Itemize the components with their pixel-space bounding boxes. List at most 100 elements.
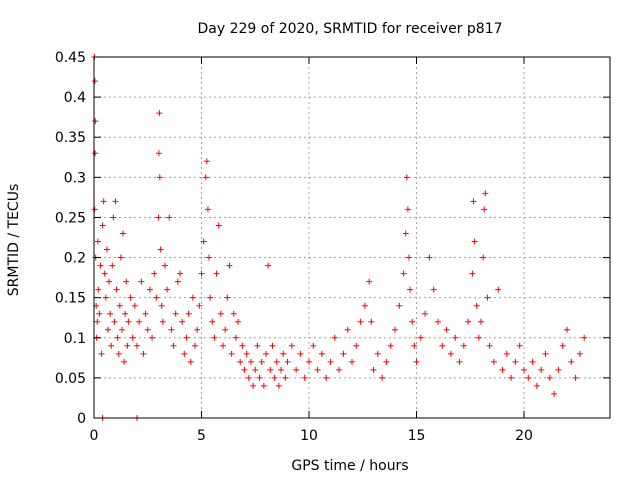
data-point: [108, 342, 115, 349]
data-point: [166, 214, 173, 221]
data-point: [104, 326, 111, 333]
data-point: [153, 294, 160, 301]
data-point: [95, 286, 102, 293]
data-point: [379, 374, 386, 381]
x-axis-label: GPS time / hours: [291, 458, 408, 474]
data-point: [200, 238, 207, 245]
data-point: [123, 278, 130, 285]
data-point: [344, 326, 351, 333]
data-point: [383, 358, 390, 365]
y-axis-label: SRMTID / TECUs: [6, 184, 22, 297]
data-point: [138, 278, 145, 285]
data-point: [443, 326, 450, 333]
data-point: [243, 350, 250, 357]
data-point: [254, 342, 261, 349]
data-point: [413, 358, 420, 365]
data-point: [559, 342, 566, 349]
data-point: [144, 326, 151, 333]
data-point: [256, 374, 263, 381]
data-point: [92, 150, 99, 157]
data-point: [103, 246, 110, 253]
data-point: [91, 206, 98, 213]
data-point: [97, 262, 104, 269]
data-point: [220, 342, 226, 349]
data-point: [224, 294, 231, 301]
data-point: [179, 318, 186, 325]
data-point: [151, 270, 158, 277]
data-point: [122, 310, 129, 317]
data-point: [142, 310, 149, 317]
data-point: [168, 326, 175, 333]
data-point: [499, 366, 506, 373]
data-point: [131, 302, 138, 309]
x-tick-label: 20: [515, 428, 533, 444]
y-tick-label: 0.3: [64, 170, 86, 186]
data-point: [192, 342, 199, 349]
data-point: [102, 294, 109, 301]
data-points: [91, 54, 588, 421]
data-point: [353, 342, 360, 349]
y-tick-label: 0: [77, 411, 86, 427]
data-point: [187, 358, 194, 365]
data-point: [521, 366, 527, 373]
data-point: [568, 358, 575, 365]
data-point: [417, 334, 424, 341]
data-point: [124, 342, 131, 349]
data-point: [411, 342, 418, 349]
data-point: [490, 358, 497, 365]
data-point: [202, 174, 209, 181]
data-point: [470, 198, 477, 205]
data-point: [551, 390, 558, 397]
data-point: [94, 318, 101, 325]
data-point: [456, 358, 463, 365]
data-point: [157, 246, 164, 253]
y-tick-label: 0.45: [55, 50, 86, 66]
data-point: [155, 150, 162, 157]
data-point: [92, 118, 99, 125]
data-point: [297, 350, 304, 357]
axis-ticks: 0 0.05 0.1 0.15 0.2 0.25 0.3 0.35 0.4 0.45 0 5 10 15 2…: [55, 50, 610, 444]
data-point: [230, 310, 237, 317]
data-point: [226, 262, 233, 269]
y-tick-label: 0.05: [55, 371, 86, 387]
data-point: [402, 230, 409, 237]
data-point: [572, 374, 579, 381]
data-point: [110, 214, 117, 221]
data-point: [113, 286, 120, 293]
data-point: [278, 366, 285, 373]
data-point: [215, 222, 222, 229]
data-point: [404, 206, 411, 213]
x-tick-label: 15: [408, 428, 426, 444]
data-point: [269, 342, 276, 349]
data-point: [282, 374, 289, 381]
data-point: [280, 350, 287, 357]
data-point: [471, 238, 478, 245]
data-point: [452, 334, 459, 341]
data-point: [481, 206, 488, 213]
data-point: [284, 358, 291, 365]
data-point: [293, 366, 300, 373]
data-point: [116, 302, 123, 309]
data-point: [96, 310, 103, 317]
data-point: [189, 294, 196, 301]
data-point: [129, 334, 136, 341]
data-point: [403, 174, 410, 181]
data-point: [387, 342, 394, 349]
data-point: [306, 358, 312, 365]
data-point: [357, 318, 364, 325]
data-point: [480, 254, 487, 261]
data-point: [310, 342, 317, 349]
data-point: [239, 342, 246, 349]
data-point: [245, 374, 252, 381]
y-tick-label: 0.35: [55, 130, 86, 146]
data-point: [250, 382, 257, 389]
data-point: [473, 302, 480, 309]
data-point: [114, 334, 121, 341]
data-point: [211, 334, 218, 341]
data-point: [185, 310, 192, 317]
data-point: [314, 366, 321, 373]
data-point: [241, 366, 248, 373]
data-point: [228, 350, 235, 357]
data-point: [177, 270, 183, 277]
data-point: [112, 198, 119, 205]
